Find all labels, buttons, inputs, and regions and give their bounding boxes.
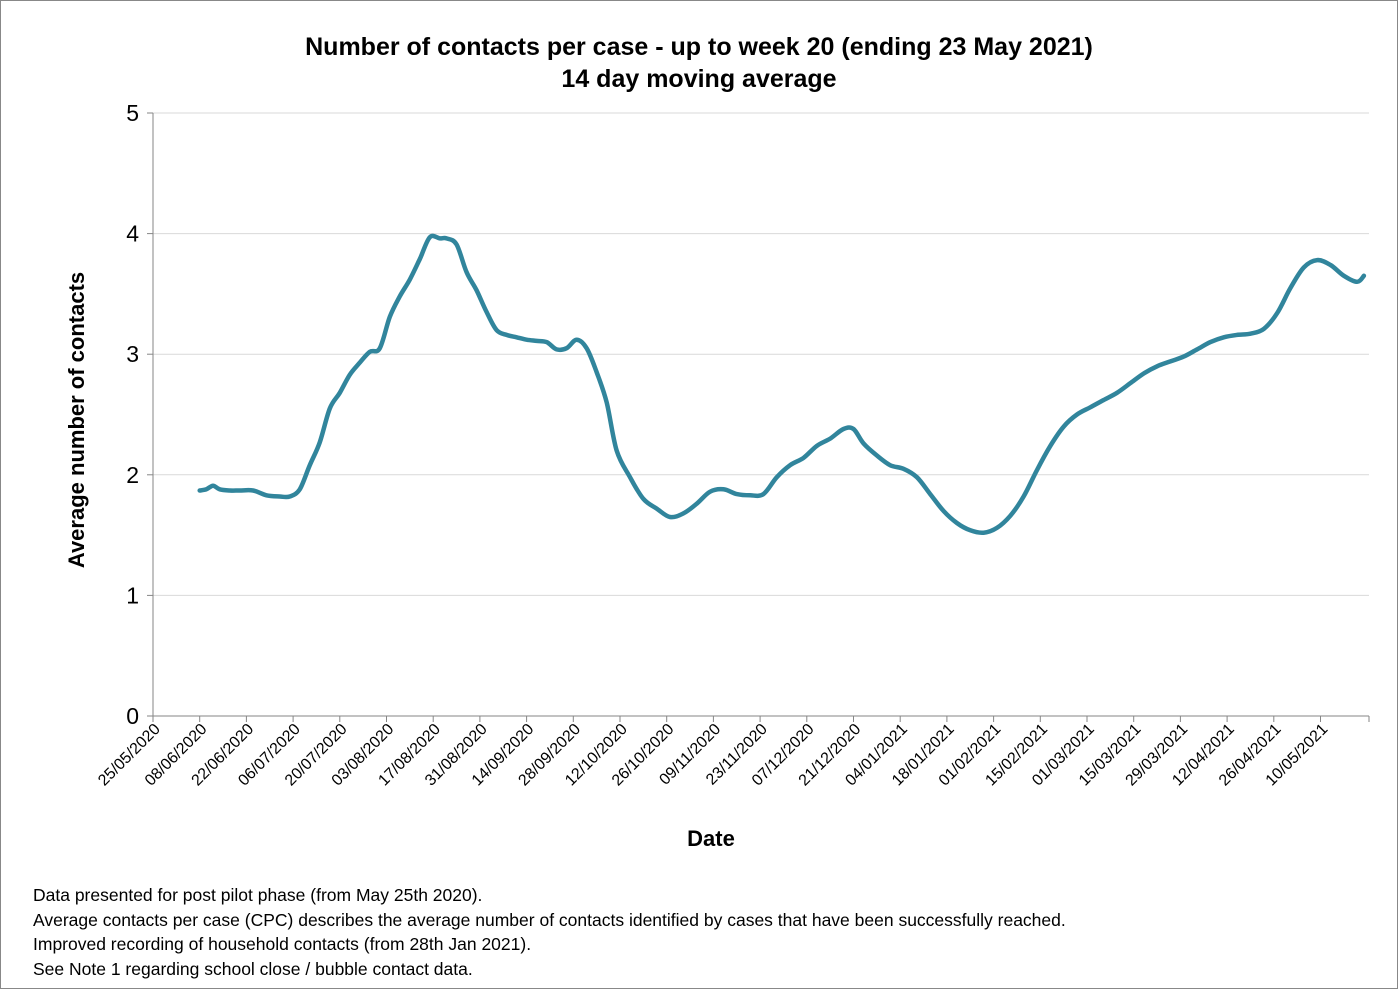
note-line: Average contacts per case (CPC) describe…: [33, 909, 1066, 930]
line-chart: 01234525/05/202008/06/202022/06/202006/0…: [64, 100, 1370, 851]
x-axis-title: Date: [687, 826, 735, 851]
chart-subtitle: 14 day moving average: [561, 65, 837, 93]
y-tick-label: 5: [126, 100, 139, 126]
note-line: Data presented for post pilot phase (fro…: [33, 885, 483, 905]
y-tick-label: 3: [126, 341, 139, 367]
note-line: Improved recording of household contacts…: [33, 934, 532, 954]
y-tick-label: 0: [126, 703, 139, 729]
y-tick-label: 2: [126, 462, 139, 488]
note-line: See Note 1 regarding school close / bubb…: [33, 958, 473, 979]
y-tick-label: 1: [126, 582, 139, 608]
chart-notes: Data presented for post pilot phase (fro…: [33, 883, 1066, 981]
series-line: [197, 233, 1367, 536]
y-tick-label: 4: [126, 221, 139, 247]
y-axis-title: Average number of contacts: [64, 272, 89, 568]
chart-title: Number of contacts per case - up to week…: [305, 33, 1093, 61]
